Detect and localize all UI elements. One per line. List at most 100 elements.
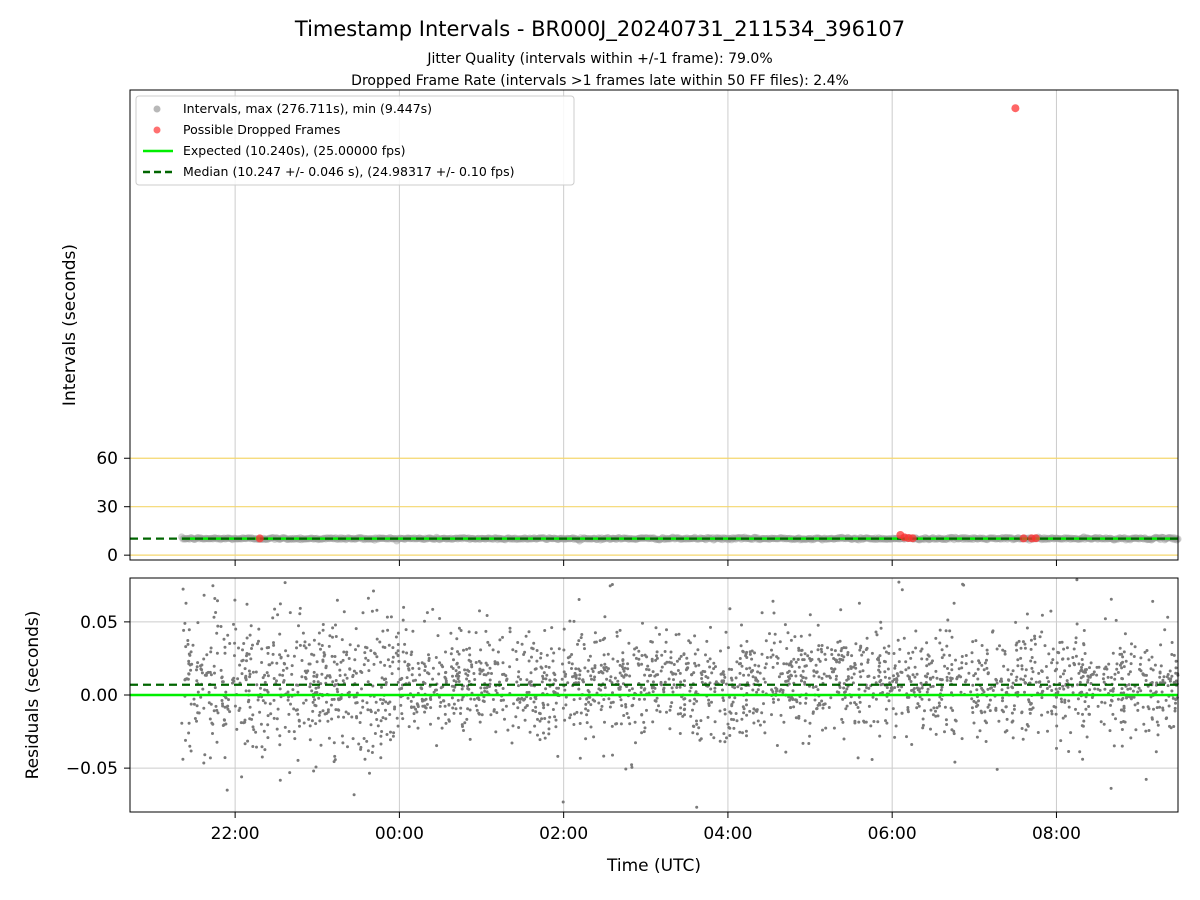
residual-point <box>745 734 748 738</box>
residual-point <box>851 681 855 685</box>
residual-point <box>803 680 807 684</box>
residual-point <box>331 626 335 630</box>
residual-point <box>921 723 925 727</box>
residual-point <box>488 682 492 686</box>
residual-point <box>263 748 267 752</box>
residual-point <box>794 660 798 664</box>
residual-point <box>1084 707 1088 711</box>
residual-point <box>1063 698 1067 702</box>
residual-point <box>211 732 214 735</box>
residual-point <box>554 701 558 705</box>
residual-point <box>561 800 565 804</box>
residual-point <box>536 717 539 721</box>
residual-point <box>393 707 396 711</box>
residual-point <box>884 707 888 711</box>
residual-point <box>678 685 682 689</box>
residual-point <box>341 741 345 745</box>
residual-point <box>1004 691 1008 695</box>
residual-point <box>828 676 832 680</box>
residual-point <box>223 645 227 649</box>
residual-point <box>201 687 205 691</box>
residual-point <box>247 669 251 673</box>
residual-point <box>459 629 463 632</box>
residual-point <box>592 678 596 682</box>
residual-point <box>949 679 953 683</box>
residual-point <box>444 681 448 685</box>
residual-point <box>245 654 248 658</box>
residual-point <box>587 658 591 662</box>
residual-point <box>341 658 345 662</box>
residual-point <box>589 725 593 729</box>
residual-point <box>853 663 857 667</box>
residual-point <box>366 596 370 600</box>
residual-point <box>1071 656 1075 659</box>
residual-point <box>234 627 238 631</box>
residual-point <box>255 745 258 749</box>
residual-point <box>379 734 383 738</box>
residual-point <box>221 702 224 706</box>
residual-point <box>616 679 620 683</box>
residual-point <box>361 705 365 709</box>
residual-point <box>529 683 533 687</box>
residual-point <box>970 706 974 710</box>
residual-point <box>662 688 665 692</box>
residual-point <box>562 627 566 631</box>
residual-point <box>202 706 206 710</box>
residual-point <box>424 706 428 710</box>
residual-point <box>640 654 644 657</box>
residual-point <box>731 685 735 689</box>
residual-point <box>391 734 395 738</box>
residual-point <box>241 648 244 652</box>
residual-point <box>1122 709 1126 713</box>
residual-point <box>470 663 474 667</box>
residual-point <box>714 680 718 684</box>
residual-point <box>266 714 270 718</box>
residual-point <box>943 730 946 734</box>
residual-point <box>695 722 699 726</box>
residual-point <box>1088 666 1091 670</box>
residual-point <box>245 659 248 663</box>
residual-point <box>1012 707 1016 711</box>
residual-point <box>485 690 489 694</box>
residual-point <box>602 754 606 758</box>
residual-point <box>853 719 857 723</box>
residual-point <box>498 638 502 642</box>
residual-point <box>863 689 867 693</box>
residual-point <box>773 632 777 636</box>
residual-point <box>209 650 213 654</box>
residual-point <box>859 646 863 650</box>
residual-point <box>188 653 192 657</box>
residual-point <box>577 681 581 685</box>
residual-point <box>1058 641 1062 644</box>
residual-point <box>660 683 663 687</box>
residual-point <box>271 616 275 620</box>
residual-point <box>952 601 956 605</box>
residual-point <box>881 691 885 694</box>
residual-point <box>811 685 815 689</box>
residual-point <box>291 688 295 692</box>
residual-point <box>728 726 732 730</box>
residual-point <box>654 626 658 630</box>
residual-point <box>883 660 887 664</box>
residual-point <box>434 656 438 659</box>
residual-point <box>1046 729 1049 733</box>
residual-point <box>959 690 963 694</box>
residual-point <box>381 629 385 633</box>
residual-point <box>888 689 892 693</box>
residual-point <box>527 690 531 694</box>
residual-point <box>480 713 484 717</box>
residual-point <box>985 652 989 656</box>
residual-point <box>1095 673 1099 677</box>
residual-point <box>417 667 421 671</box>
residual-point <box>523 650 527 654</box>
residual-point <box>669 705 673 708</box>
residual-point <box>345 653 348 657</box>
residual-point <box>954 658 957 662</box>
residual-point <box>572 619 576 623</box>
residual-point <box>757 664 761 668</box>
residual-point <box>263 701 267 705</box>
residual-point <box>481 699 485 703</box>
residual-point <box>867 704 871 708</box>
residual-point <box>925 664 929 668</box>
residual-point <box>1050 709 1054 713</box>
